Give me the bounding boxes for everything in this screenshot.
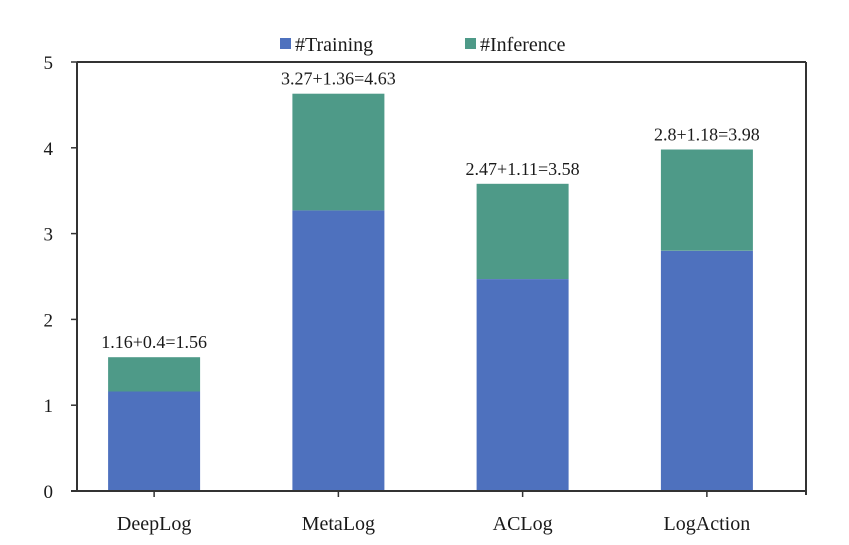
y-axis: 0 1 2 3 4 5 [44,53,77,503]
legend-label-training: #Training [295,34,373,56]
x-label-aclog: ACLog [493,513,553,535]
plot-frame [71,61,807,495]
bar-deeplog-training [108,391,201,491]
data-label-logaction: 2.8+1.18=3.98 [654,125,760,145]
bar-logaction-inference [660,149,753,251]
data-label-metalog: 3.27+1.36=4.63 [281,69,396,89]
bar-aclog-inference [476,183,569,279]
y-tick-label-0: 0 [44,482,54,503]
y-tick-label-3: 3 [44,225,54,246]
legend-label-inference: #Inference [480,34,566,56]
bar-logaction-training [660,250,753,491]
x-label-metalog: MetaLog [302,513,375,535]
x-label-logaction: LogAction [664,513,751,535]
legend: #Training #Inference [280,34,566,56]
y-tick-label-5: 5 [44,53,54,74]
bar-deeplog-inference [108,357,201,392]
legend-swatch-inference [465,38,476,49]
bar-metalog-inference [292,93,385,211]
data-label-aclog: 2.47+1.11=3.58 [466,159,580,179]
bars-group [108,93,753,491]
bar-metalog-training [292,210,385,491]
legend-swatch-training [280,38,291,49]
x-axis: DeepLog MetaLog ACLog LogAction [117,491,750,535]
y-tick-label-2: 2 [44,310,54,331]
x-label-deeplog: DeepLog [117,513,191,535]
data-label-deeplog: 1.16+0.4=1.56 [101,332,207,352]
y-tick-label-4: 4 [44,139,54,160]
data-labels: 1.16+0.4=1.56 3.27+1.36=4.63 2.47+1.11=3.5… [101,69,760,352]
y-tick-label-1: 1 [44,396,54,417]
bar-aclog-training [476,279,569,491]
